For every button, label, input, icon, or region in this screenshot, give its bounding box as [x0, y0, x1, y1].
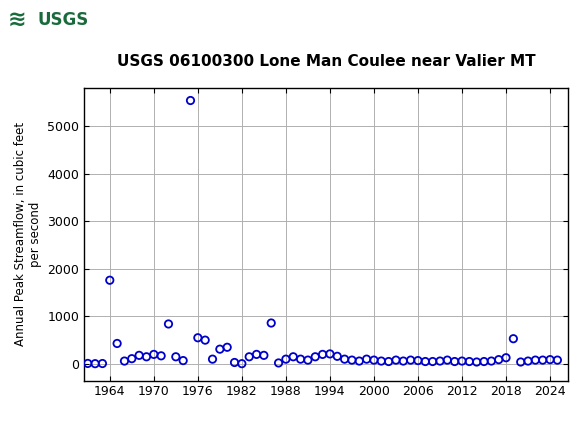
Point	[545, 356, 554, 363]
Point	[208, 356, 217, 362]
Point	[516, 359, 525, 366]
Point	[201, 337, 210, 344]
Point	[245, 353, 254, 360]
Point	[362, 356, 371, 362]
Point	[523, 358, 532, 365]
Point	[318, 351, 327, 358]
Point	[392, 356, 401, 363]
Point	[531, 356, 540, 363]
Point	[325, 350, 335, 357]
Point	[354, 358, 364, 365]
Point	[193, 334, 202, 341]
Point	[420, 358, 430, 365]
Point	[230, 359, 239, 366]
Y-axis label: Annual Peak Streamflow, in cubic feet
per second: Annual Peak Streamflow, in cubic feet pe…	[14, 122, 42, 347]
Point	[340, 356, 349, 362]
Point	[186, 97, 195, 104]
Point	[105, 277, 114, 284]
Point	[472, 359, 481, 366]
Point	[252, 351, 261, 358]
Point	[127, 355, 136, 362]
Point	[369, 356, 379, 363]
Point	[443, 356, 452, 363]
Point	[164, 320, 173, 327]
Point	[289, 353, 298, 360]
Point	[414, 357, 423, 364]
Point	[171, 353, 180, 360]
Point	[436, 358, 445, 365]
Text: USGS: USGS	[38, 11, 89, 29]
Point	[376, 358, 386, 365]
Point	[465, 358, 474, 365]
Point	[480, 358, 489, 365]
Point	[406, 356, 415, 363]
Point	[142, 353, 151, 360]
Point	[215, 346, 224, 353]
Point	[90, 360, 100, 367]
Point	[281, 356, 291, 362]
Point	[509, 335, 518, 342]
Point	[538, 356, 548, 363]
Point	[303, 356, 313, 363]
Point	[259, 352, 269, 359]
Point	[487, 358, 496, 365]
Point	[501, 354, 510, 361]
Point	[347, 356, 357, 363]
Point	[223, 344, 232, 351]
Point	[179, 357, 188, 364]
Text: ≋: ≋	[8, 10, 26, 30]
Point	[428, 358, 437, 365]
Point	[450, 358, 459, 365]
Point	[296, 356, 305, 362]
Point	[237, 360, 246, 367]
Point	[157, 353, 166, 359]
Point	[83, 360, 92, 367]
Point	[267, 319, 276, 326]
Point	[553, 356, 562, 363]
Point	[398, 358, 408, 365]
Point	[98, 360, 107, 367]
Point	[113, 340, 122, 347]
Text: USGS 06100300 Lone Man Coulee near Valier MT: USGS 06100300 Lone Man Coulee near Valie…	[117, 54, 535, 69]
Point	[135, 352, 144, 359]
Point	[494, 356, 503, 363]
Point	[311, 353, 320, 360]
Point	[332, 353, 342, 360]
Point	[384, 358, 393, 365]
Point	[274, 359, 283, 366]
FancyBboxPatch shape	[3, 3, 70, 37]
Point	[458, 358, 467, 365]
Point	[149, 351, 158, 358]
Point	[120, 358, 129, 365]
